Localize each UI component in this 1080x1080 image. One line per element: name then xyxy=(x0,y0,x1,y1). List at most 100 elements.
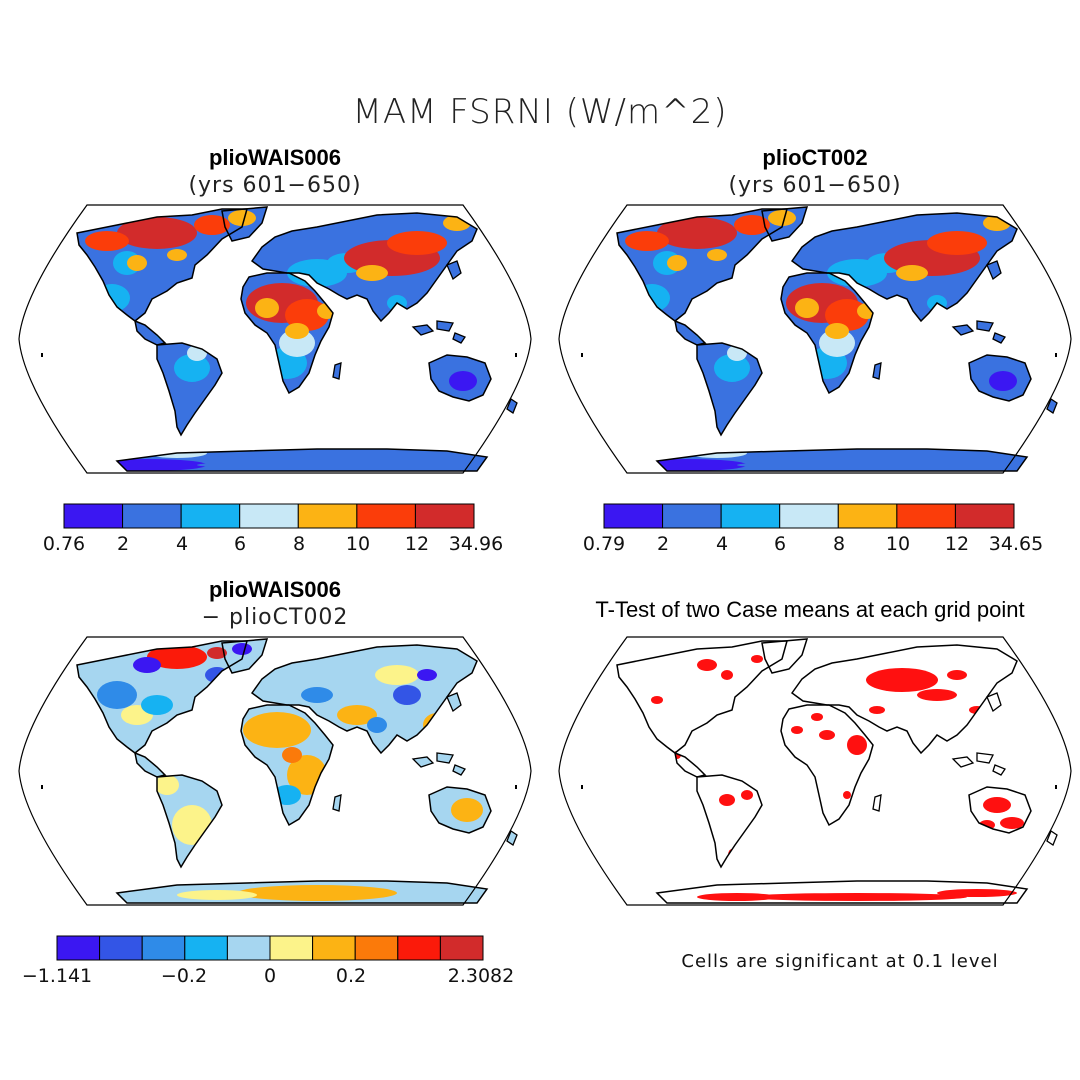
island-speck xyxy=(515,353,517,357)
map-panel4 xyxy=(558,636,1072,906)
coastline xyxy=(452,764,466,776)
field-region xyxy=(172,805,212,845)
field-region xyxy=(87,459,207,471)
field-region xyxy=(285,299,329,331)
field-region xyxy=(232,643,252,655)
coastline xyxy=(968,786,1032,834)
cbar2-label: 12 xyxy=(944,533,970,555)
field-region xyxy=(917,689,957,701)
coastline xyxy=(986,692,1002,713)
field-region xyxy=(147,645,207,669)
field-region xyxy=(667,255,687,271)
panel1-title: plioWAIS006 xyxy=(208,145,342,170)
cbar2-label: 4 xyxy=(715,533,729,555)
coastline xyxy=(446,692,462,713)
field-region xyxy=(707,249,727,261)
field-region xyxy=(625,231,669,251)
field-region xyxy=(393,685,421,705)
coastline xyxy=(1046,398,1058,414)
colorbar-swatch xyxy=(239,503,299,529)
colorbar-swatch xyxy=(954,503,1015,529)
field-region xyxy=(927,231,987,255)
coastline xyxy=(696,342,763,437)
coastline xyxy=(780,272,874,395)
field-region xyxy=(697,893,777,901)
coastline xyxy=(428,786,492,834)
cbar2-label: 0.79 xyxy=(582,533,626,555)
colorbar-swatch xyxy=(141,935,186,961)
field-region xyxy=(167,249,187,261)
colorbar-swatch xyxy=(896,503,956,529)
field-region xyxy=(387,231,447,255)
field-region xyxy=(825,299,869,331)
field-region xyxy=(174,354,210,382)
coastline xyxy=(872,362,882,380)
field-region xyxy=(97,681,137,709)
coastline xyxy=(221,638,269,674)
field-region xyxy=(207,647,227,659)
island-speck xyxy=(41,353,43,357)
field-region xyxy=(825,323,849,339)
map-border xyxy=(558,204,1072,474)
coastline xyxy=(761,206,809,242)
field-region xyxy=(791,726,803,734)
colorbar-swatch xyxy=(184,935,228,961)
map-border xyxy=(18,204,532,474)
field-region xyxy=(946,741,958,749)
island-speck xyxy=(581,353,583,357)
coastline xyxy=(616,640,788,754)
field-region xyxy=(634,284,670,312)
field-region xyxy=(85,231,129,251)
field-region xyxy=(747,893,967,901)
colorbar-panel2 xyxy=(603,503,1015,529)
field-region xyxy=(737,461,977,469)
coastline xyxy=(452,332,466,344)
coastline xyxy=(156,774,223,869)
field-region xyxy=(768,210,796,226)
field-region xyxy=(697,659,717,671)
field-region xyxy=(243,712,311,748)
colorbar-swatch xyxy=(354,935,399,961)
cbar1-label: 12 xyxy=(404,533,430,555)
cbar3-label: 0.2 xyxy=(335,965,367,987)
cbar1-label: 34.96 xyxy=(448,533,504,555)
field-region xyxy=(847,735,867,755)
cbar3-label: 2.3082 xyxy=(447,965,515,987)
field-region xyxy=(417,669,437,681)
cbar1-label: 6 xyxy=(233,533,247,555)
coastline xyxy=(436,320,454,332)
cbar2-label: 6 xyxy=(773,533,787,555)
cbar2-label: 34.65 xyxy=(988,533,1044,555)
field-region xyxy=(896,265,928,281)
cbar1-label: 2 xyxy=(116,533,130,555)
field-region xyxy=(94,284,130,312)
field-region xyxy=(741,790,753,800)
field-region xyxy=(795,298,819,318)
field-region xyxy=(375,665,419,685)
panel4-title: T-Test of two Case means at each grid po… xyxy=(595,597,1025,622)
cbar2-label: 8 xyxy=(832,533,846,555)
field-region xyxy=(751,655,763,663)
island-speck xyxy=(41,785,43,789)
coastline xyxy=(976,752,994,764)
coastline xyxy=(696,774,763,869)
colorbar-swatch xyxy=(414,503,475,529)
coastline xyxy=(761,638,809,674)
coastline xyxy=(506,830,518,846)
coastline xyxy=(872,794,882,812)
coastline xyxy=(968,354,1032,402)
field-region xyxy=(155,775,179,795)
field-region xyxy=(127,255,147,271)
coastline xyxy=(250,644,478,755)
field-region xyxy=(255,298,279,318)
coastline xyxy=(1046,830,1058,846)
coastline xyxy=(76,640,248,754)
panel2-title: plioCT002 xyxy=(762,145,868,170)
island-speck xyxy=(1055,785,1057,789)
coastline xyxy=(221,206,269,242)
field-region xyxy=(367,717,387,733)
field-region xyxy=(451,798,483,822)
field-region xyxy=(734,215,770,235)
coastline xyxy=(655,880,1029,904)
island-speck xyxy=(1055,353,1057,357)
